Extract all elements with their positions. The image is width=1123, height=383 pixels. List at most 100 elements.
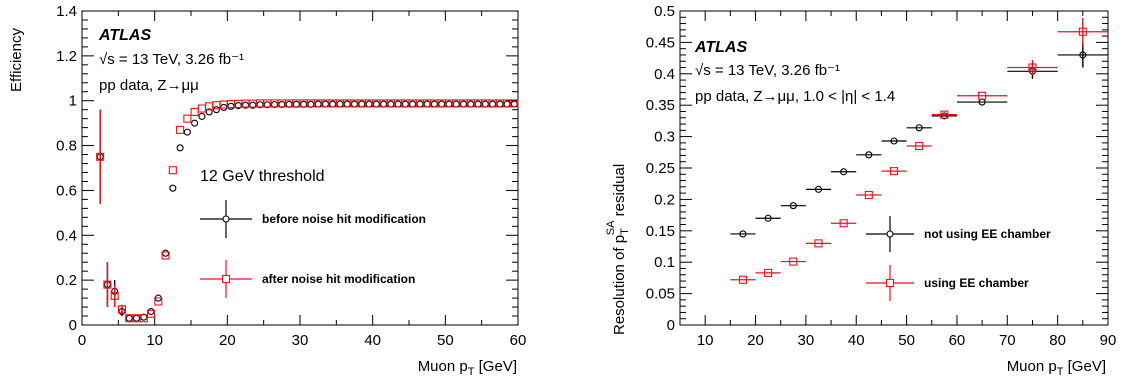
data-point (401, 100, 409, 108)
circle-marker (343, 100, 351, 108)
data-point (831, 219, 857, 228)
square-marker (1028, 63, 1037, 72)
data-point (881, 137, 907, 145)
data-point (394, 100, 402, 108)
square-marker (889, 167, 899, 176)
data-point (365, 100, 373, 108)
data-point (489, 100, 497, 108)
legend-marker-square (885, 278, 895, 288)
data-point (169, 184, 177, 192)
square-marker (978, 91, 987, 100)
energy-lumi-label: √s = 13 TeV, 3.26 fb⁻¹ (695, 62, 840, 79)
x-tick-label: 20 (219, 332, 236, 349)
legend-label-using-ee: using EE chamber (924, 276, 1029, 290)
data-point (755, 268, 781, 277)
circle-marker (387, 100, 395, 108)
x-tick-label: 20 (747, 332, 764, 349)
data-point (197, 104, 206, 113)
legend: before noise hit modification after nois… (200, 200, 426, 298)
circle-marker (336, 100, 344, 108)
legend-marker-circle (222, 215, 230, 223)
x-tick-label: 80 (1049, 332, 1066, 349)
data-point (1057, 42, 1108, 68)
energy-lumi-label: √s = 13 TeV, 3.26 fb⁻¹ (99, 51, 244, 68)
circle-marker (481, 100, 489, 108)
circle-marker (764, 214, 772, 222)
data-point (755, 214, 781, 222)
circle-marker (445, 100, 453, 108)
square-marker (117, 305, 127, 314)
circle-marker (314, 100, 322, 108)
data-point (423, 100, 431, 108)
data-point (198, 112, 206, 120)
resolution-panel: 10 20 30 40 50 60 70 80 90 0 0.05 0.1 0.15 0.2 0.25 0.3… (605, 3, 1116, 378)
square-marker (183, 114, 192, 123)
circle-marker (865, 151, 873, 159)
legend-label-not-using-ee: not using EE chamber (924, 227, 1051, 241)
circle-marker (438, 100, 446, 108)
circle-marker (191, 119, 199, 127)
data-point (372, 100, 380, 108)
y-tick-label: 0.6 (56, 182, 77, 199)
legend-entry-using-ee: using EE chamber (866, 265, 1029, 301)
y-tick-label: 0.4 (56, 227, 77, 244)
square-marker (146, 309, 156, 318)
y-tick-label: 0.8 (56, 138, 77, 155)
square-marker (176, 125, 185, 134)
data-point (730, 230, 756, 238)
circle-marker (227, 102, 235, 110)
square-marker (1078, 27, 1087, 36)
data-point (1007, 59, 1058, 76)
data-point (96, 109, 105, 204)
legend: not using EE chamber using EE chamber (866, 216, 1051, 301)
x-tick-label: 60 (949, 332, 966, 349)
data-point (496, 100, 504, 108)
data-points (730, 17, 1108, 284)
square-marker (510, 99, 519, 108)
data-point (459, 100, 468, 108)
data-point (183, 128, 191, 136)
data-point (856, 190, 882, 200)
data-point (906, 141, 932, 151)
x-tick-label: 70 (999, 332, 1016, 349)
square-marker (168, 166, 177, 175)
data-point (336, 100, 344, 108)
dataset-label: pp data, Z→μμ (99, 77, 199, 94)
data-point (146, 309, 156, 318)
y-axis-title: Resolution of pTSA residual (605, 164, 631, 335)
square-marker (139, 314, 148, 323)
x-tick-label: 30 (798, 332, 815, 349)
circle-marker (474, 100, 482, 108)
square-marker (915, 141, 924, 151)
data-point (314, 100, 322, 108)
circle-marker (147, 307, 155, 316)
square-marker (814, 239, 823, 248)
data-point (103, 262, 112, 308)
square-marker (764, 268, 773, 277)
y-tick-label: 0.2 (56, 272, 77, 289)
data-point (191, 119, 199, 127)
data-point (452, 100, 460, 108)
circle-marker (176, 144, 184, 152)
x-axis-title: Muon pT [GeV] (1007, 358, 1106, 378)
circle-marker (380, 100, 388, 108)
circle-marker (329, 100, 337, 108)
circle-marker (452, 100, 460, 108)
circle-marker (467, 100, 475, 108)
x-axis-title: Muon pT [GeV] (418, 358, 517, 378)
data-point (780, 202, 806, 210)
legend-entry-not-using-ee: not using EE chamber (866, 216, 1051, 252)
legend-label-after: after noise hit modification (262, 272, 415, 286)
y-tick-label: 0.5 (654, 3, 675, 20)
experiment-label: ATLAS (98, 27, 151, 44)
square-marker (110, 291, 119, 300)
data-point (831, 168, 857, 176)
data-point (162, 249, 170, 257)
square-marker (940, 110, 949, 119)
circle-marker (350, 100, 359, 108)
circle-marker (125, 314, 133, 322)
data-point (956, 91, 1008, 100)
data-point (147, 307, 155, 316)
circle-marker (840, 168, 848, 176)
circle-marker (739, 230, 747, 238)
